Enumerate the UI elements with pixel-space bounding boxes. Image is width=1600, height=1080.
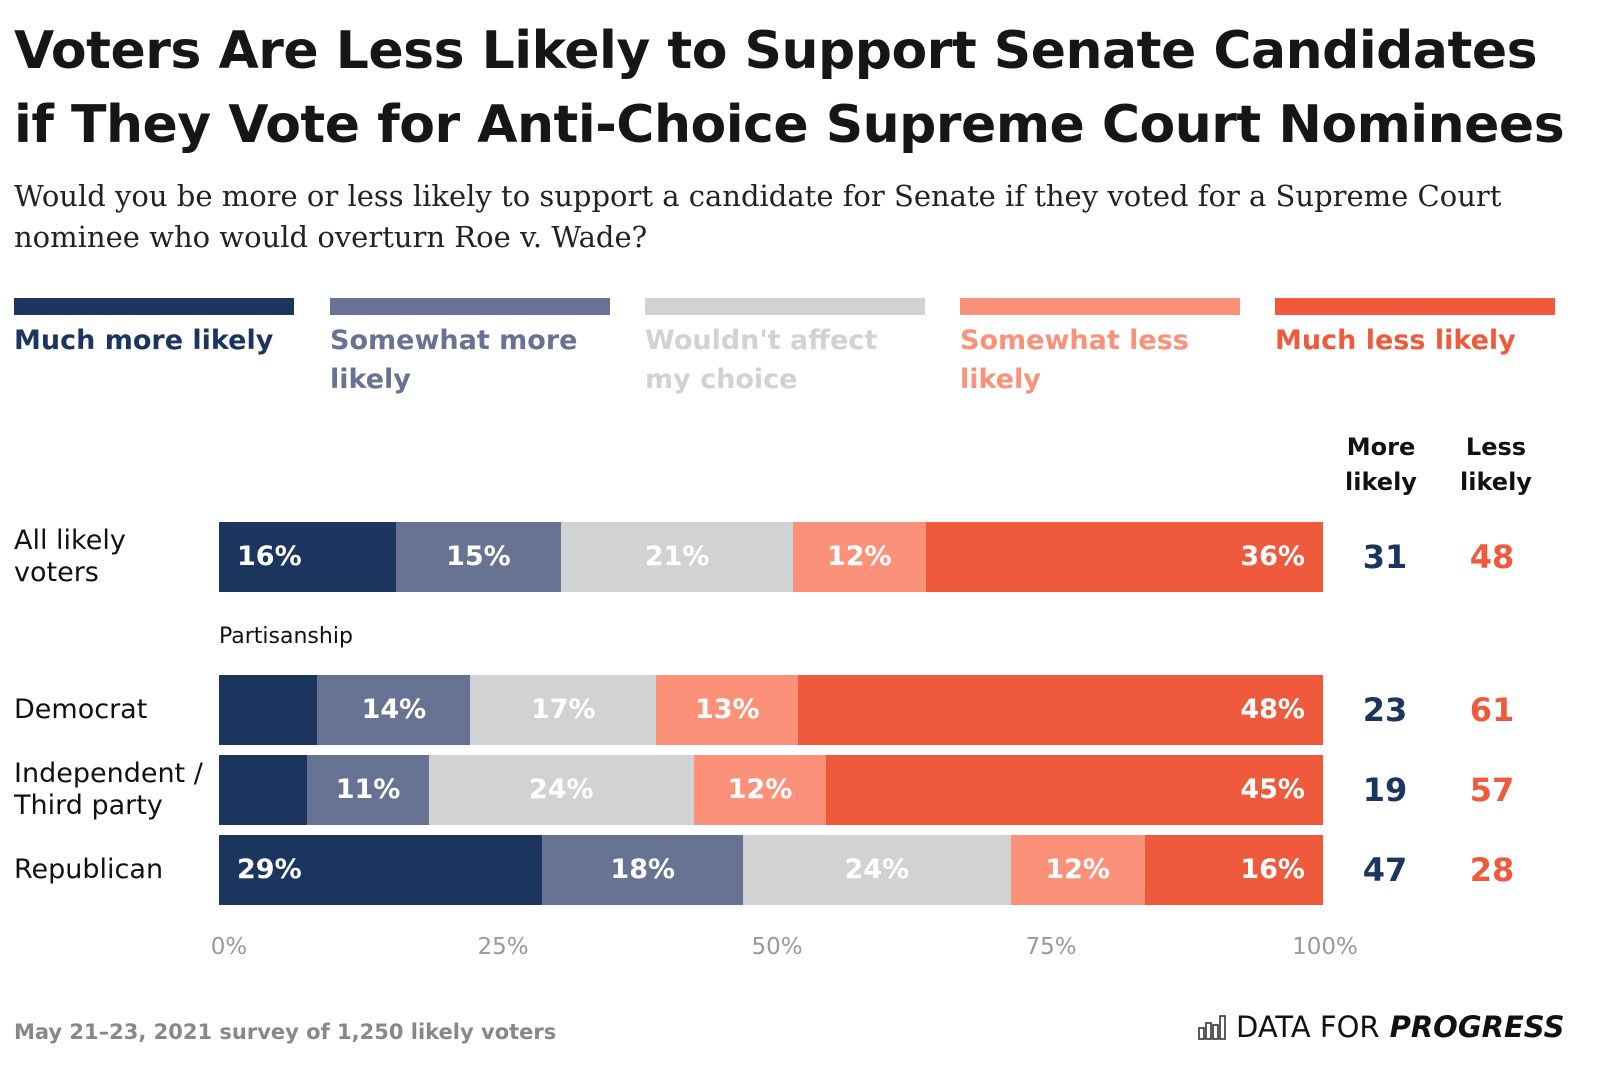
bar-segment: [793, 522, 927, 592]
bar-segment: [395, 522, 562, 592]
legend-swatch: [14, 298, 294, 315]
data-label: 16%: [1240, 854, 1305, 885]
data-label: 14%: [361, 694, 427, 725]
less-likely-total: 57: [1469, 771, 1515, 809]
legend-item: Somewhat less likely: [960, 298, 1240, 399]
data-label: 12%: [1045, 854, 1110, 885]
bar-segment: [1144, 835, 1324, 905]
less-likely-total: 48: [1469, 538, 1515, 576]
bar-segment: [219, 522, 397, 592]
data-label: 29%: [237, 854, 302, 885]
data-label: 13%: [694, 694, 760, 725]
x-tick-label: 100%: [1292, 934, 1358, 960]
group-label: Partisanship: [219, 624, 353, 649]
bar-segment: [307, 755, 430, 825]
bar-segment: [317, 675, 471, 745]
more-likely-total: 47: [1362, 851, 1408, 889]
legend-label: Wouldn't affect my choice: [645, 325, 878, 395]
legend-item: Much less likely: [1275, 298, 1555, 360]
bar-segment: [470, 675, 657, 745]
data-label: 16%: [237, 541, 302, 572]
more-likely-total: 31: [1362, 538, 1408, 576]
bar-segment: [428, 755, 695, 825]
data-label: 45%: [1240, 774, 1305, 805]
legend-item: Much more likely: [14, 298, 294, 360]
bar-segment: [743, 835, 1012, 905]
legend-swatch: [645, 298, 925, 315]
data-label: 12%: [826, 541, 892, 572]
data-label: 24%: [528, 774, 594, 805]
legend-label: Much less likely: [1275, 325, 1516, 356]
col-head-less: Less likely: [1460, 433, 1532, 496]
bar-segment: [219, 835, 543, 905]
bar-segment: [561, 522, 794, 592]
x-tick-label: 0%: [210, 934, 248, 960]
legend-swatch: [960, 298, 1240, 315]
row-label: Democrat: [14, 694, 148, 725]
bar-chart-icon: [1198, 1015, 1226, 1040]
more-likely-total: 19: [1362, 771, 1408, 809]
legend-item: Wouldn't affect my choice: [645, 298, 925, 399]
bar-segment: [693, 755, 827, 825]
legend-label: Somewhat more likely: [330, 325, 578, 395]
data-label: 11%: [335, 774, 401, 805]
legend-label: Somewhat less likely: [960, 325, 1189, 395]
logo: DATA FOR PROGRESS: [1198, 1010, 1565, 1044]
chart-title: Voters Are Less Likely to Support Senate…: [14, 21, 1565, 155]
bar-segment: [925, 522, 1324, 592]
logo-text-bold: PROGRESS: [1389, 1010, 1565, 1044]
less-likely-total: 28: [1469, 851, 1515, 889]
x-tick-label: 50%: [751, 934, 803, 960]
data-label: 12%: [727, 774, 793, 805]
bar-segment: [219, 755, 308, 825]
footer-note: May 21–23, 2021 survey of 1,250 likely v…: [14, 1020, 557, 1044]
legend-label: Much more likely: [14, 325, 274, 356]
data-label: 24%: [844, 854, 910, 885]
row-label: Independent / Third party: [14, 758, 203, 821]
bar-segment: [798, 675, 1324, 745]
data-label: 36%: [1240, 541, 1305, 572]
bar-segment: [542, 835, 744, 905]
x-tick-label: 25%: [477, 934, 529, 960]
data-label: 21%: [644, 541, 710, 572]
data-label: 15%: [446, 541, 511, 572]
logo-text-light: DATA FOR: [1236, 1010, 1380, 1044]
data-label: 48%: [1240, 694, 1305, 725]
chart-subtitle: Would you be more or less likely to supp…: [14, 179, 1502, 254]
bar-segment: [656, 675, 799, 745]
x-tick-label: 75%: [1025, 934, 1077, 960]
col-head-more: More likely: [1345, 433, 1417, 496]
bar-segment: [826, 755, 1324, 825]
bar-segment: [219, 675, 318, 745]
legend-swatch: [1275, 298, 1555, 315]
data-label: 17%: [530, 694, 596, 725]
bar-segment: [1010, 835, 1146, 905]
more-likely-total: 23: [1362, 691, 1408, 729]
row-label: Republican: [14, 854, 164, 885]
row-label: All likely voters: [14, 525, 126, 588]
legend-swatch: [330, 298, 610, 315]
less-likely-total: 61: [1469, 691, 1515, 729]
legend-item: Somewhat more likely: [330, 298, 610, 399]
data-label: 18%: [610, 854, 676, 885]
